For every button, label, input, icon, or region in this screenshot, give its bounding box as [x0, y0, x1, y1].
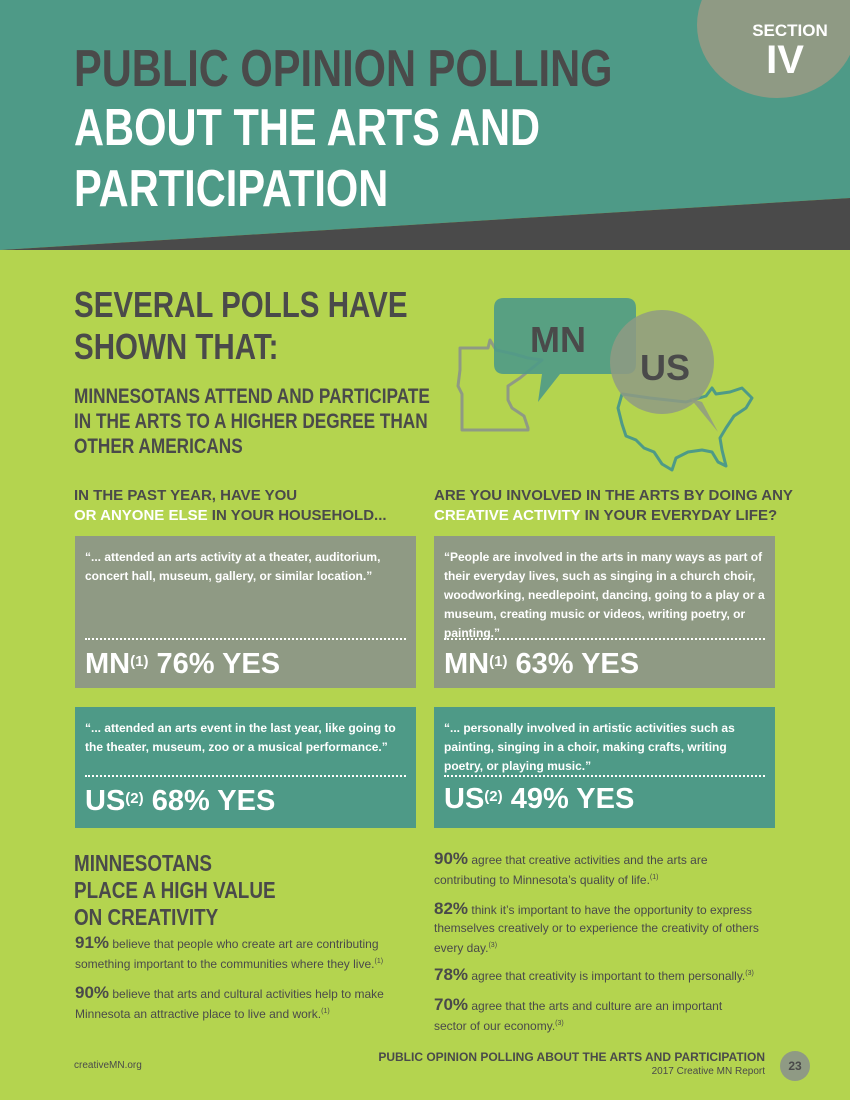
- statement-percent: 91%: [75, 933, 110, 952]
- question-left-line-1: IN THE PAST YEAR, HAVE YOU: [74, 487, 298, 504]
- mn-speech-bubble: [494, 298, 636, 402]
- us-attend-region: US: [85, 785, 126, 817]
- question-right-highlight: CREATIVE ACTIVITY: [434, 507, 581, 524]
- statement-note: (1): [374, 958, 384, 965]
- statement-note: (1): [649, 874, 659, 881]
- polls-heading-line-2: SHOWN THAT:: [74, 326, 279, 367]
- creativity-heading-line-3: ON CREATIVITY: [74, 904, 219, 930]
- statement-note: (3): [488, 942, 498, 949]
- question-left: IN THE PAST YEAR, HAVE YOU OR ANYONE ELS…: [74, 486, 387, 526]
- statement-text: believe that people who create art are c…: [75, 937, 379, 971]
- us-attend-stat: US(2) 68% YES: [85, 785, 275, 817]
- us-involved-result: 49% YES: [510, 783, 635, 815]
- us-involved-note: (2): [484, 788, 503, 805]
- polls-sub-line-3: OTHER AMERICANS: [74, 435, 243, 458]
- page-title-line-3: PARTICIPATION: [74, 160, 389, 218]
- dotted-divider: [85, 638, 406, 640]
- us-involved-quote: “... personally involved in artistic act…: [444, 721, 735, 773]
- statement-percent: 82%: [434, 899, 469, 918]
- mn-involved-region: MN: [444, 648, 490, 680]
- dotted-divider: [444, 775, 765, 777]
- question-left-rest: IN YOUR HOUSEHOLD...: [207, 507, 387, 524]
- mn-attend-region: MN: [85, 648, 131, 680]
- header-banner: SECTION IV PUBLIC OPINION POLLING ABOUT …: [0, 0, 850, 250]
- right-statement-4: 70% agree that the arts and culture are …: [434, 996, 754, 1035]
- mn-involved-box: “People are involved in the arts in many…: [434, 536, 775, 688]
- question-right-line-1: ARE YOU INVOLVED IN THE ARTS BY DOING AN…: [434, 487, 793, 504]
- left-statement-2: 90% believe that arts and cultural activ…: [75, 984, 415, 1023]
- us-map-icon: [616, 386, 754, 472]
- statement-text: agree that creative activities and the a…: [434, 853, 708, 887]
- statement-percent: 70%: [434, 995, 469, 1014]
- us-attend-note: (2): [125, 790, 144, 807]
- us-involved-region: US: [444, 783, 485, 815]
- right-statement-3: 78% agree that creativity is important t…: [434, 965, 779, 985]
- footer-title: PUBLIC OPINION POLLING ABOUT THE ARTS AN…: [378, 1050, 765, 1064]
- statement-percent: 90%: [434, 849, 469, 868]
- mn-involved-stat: MN(1) 63% YES: [444, 648, 639, 680]
- creativity-heading-line-2: PLACE A HIGH VALUE: [74, 877, 276, 903]
- us-involved-box: “... personally involved in artistic act…: [434, 707, 775, 828]
- mn-attend-box: “... attended an arts activity at a thea…: [75, 536, 416, 688]
- statement-percent: 78%: [434, 965, 469, 984]
- statement-note: (3): [555, 1020, 564, 1027]
- mn-bubble-label: MN: [530, 319, 586, 360]
- footer-subtitle: 2017 Creative MN Report: [651, 1066, 765, 1077]
- polls-subheading: MINNESOTANS ATTEND AND PARTICIPATE IN TH…: [74, 384, 430, 459]
- statement-text: believe that arts and cultural activitie…: [75, 987, 384, 1021]
- statement-percent: 90%: [75, 983, 110, 1002]
- us-involved-stat: US(2) 49% YES: [444, 783, 634, 815]
- us-attend-box: “... attended an arts event in the last …: [75, 707, 416, 828]
- statement-note: (3): [745, 970, 754, 977]
- page-number: 23: [780, 1051, 810, 1081]
- page-title-line-2: ABOUT THE ARTS AND: [74, 99, 541, 157]
- creativity-heading: MINNESOTANS PLACE A HIGH VALUE ON CREATI…: [74, 850, 276, 931]
- question-right: ARE YOU INVOLVED IN THE ARTS BY DOING AN…: [434, 486, 793, 526]
- question-left-highlight: OR ANYONE ELSE: [74, 507, 208, 524]
- us-attend-quote: “... attended an arts event in the last …: [85, 721, 396, 754]
- mn-us-graphic: MN US: [456, 298, 754, 472]
- polls-heading-line-1: SEVERAL POLLS HAVE: [74, 284, 408, 325]
- polls-sub-line-2: IN THE ARTS TO A HIGHER DEGREE THAN: [74, 410, 428, 433]
- left-statement-1: 91% believe that people who create art a…: [75, 934, 405, 973]
- statement-note: (1): [321, 1008, 330, 1015]
- mn-involved-result: 63% YES: [515, 648, 640, 680]
- header-background: [0, 0, 850, 250]
- question-right-rest: IN YOUR EVERYDAY LIFE?: [580, 507, 778, 524]
- mn-involved-note: (1): [489, 653, 508, 670]
- polls-sub-line-1: MINNESOTANS ATTEND AND PARTICIPATE: [74, 385, 430, 408]
- mn-attend-quote: “... attended an arts activity at a thea…: [85, 550, 381, 583]
- mn-attend-note: (1): [130, 653, 149, 670]
- right-statement-1: 90% agree that creative activities and t…: [434, 850, 734, 889]
- mn-attend-stat: MN(1) 76% YES: [85, 648, 280, 680]
- footer-website-link[interactable]: creativeMN.org: [74, 1060, 142, 1071]
- dotted-divider: [85, 775, 406, 777]
- right-statement-2: 82% think it’s important to have the opp…: [434, 900, 779, 957]
- polls-heading: SEVERAL POLLS HAVE SHOWN THAT:: [74, 284, 408, 368]
- creativity-heading-line-1: MINNESOTANS: [74, 850, 212, 876]
- statement-text: think it’s important to have the opportu…: [434, 903, 759, 955]
- us-bubble-label: US: [640, 347, 690, 388]
- statement-text: agree that the arts and culture are an i…: [434, 999, 723, 1033]
- dotted-divider: [444, 638, 765, 640]
- us-speech-bubble: [610, 310, 714, 414]
- section-label: SECTION: [752, 21, 828, 40]
- mn-attend-result: 76% YES: [156, 648, 281, 680]
- section-number: IV: [766, 38, 804, 82]
- mn-involved-quote: “People are involved in the arts in many…: [444, 550, 765, 640]
- us-attend-result: 68% YES: [151, 785, 276, 817]
- page-title-line-1: PUBLIC OPINION POLLING: [74, 40, 613, 98]
- statement-text: agree that creativity is important to th…: [468, 969, 746, 983]
